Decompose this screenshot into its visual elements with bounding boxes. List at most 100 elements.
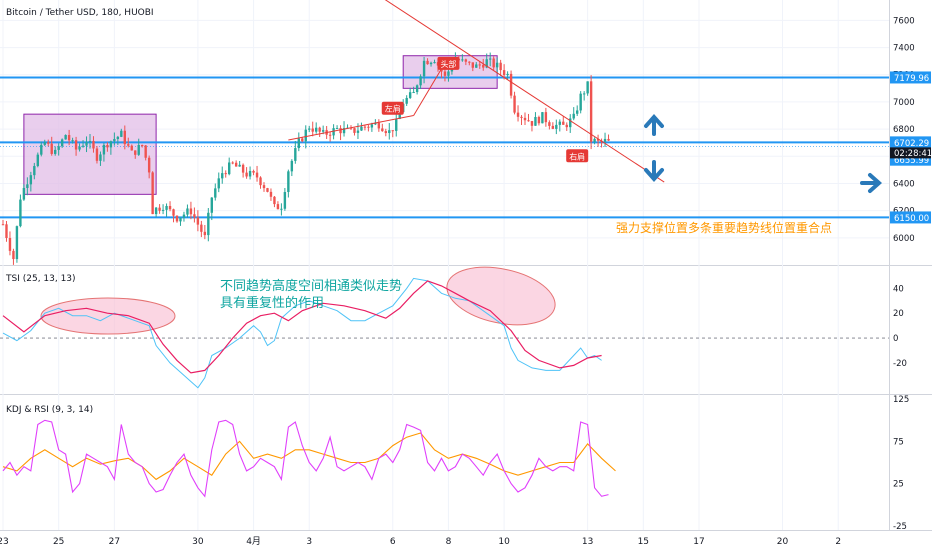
price-tag [890, 136, 931, 149]
candle-body [200, 224, 203, 232]
symbol-title: Bitcoin / Tether USD, 180, HUOBI [6, 8, 154, 18]
candle-body [321, 130, 325, 132]
candle-body [384, 131, 387, 134]
price-tick-label: 6800 [893, 125, 915, 135]
candle-body [579, 93, 582, 111]
candle-body [534, 116, 537, 126]
candle-body [266, 188, 269, 192]
candle-body [26, 184, 29, 188]
candle-body [482, 64, 485, 68]
candle-body [71, 140, 74, 142]
candle-body [210, 197, 213, 213]
time-tick-label: 8 [446, 537, 452, 547]
candle-body [78, 146, 81, 150]
kdj-tick-label: 25 [893, 480, 904, 490]
candle-body [318, 127, 321, 132]
indicator-lines [0, 266, 889, 498]
candle-body [499, 62, 502, 71]
time-tick-label: 25 [53, 537, 64, 547]
candle-body [19, 199, 22, 227]
candle-body [502, 70, 506, 76]
candle-body [363, 126, 367, 128]
pattern-label: 右肩 [569, 151, 585, 161]
candle-body [495, 62, 499, 68]
candle-body [603, 138, 607, 142]
candle-body [217, 178, 220, 189]
candle-body [422, 60, 426, 77]
candle-body [8, 237, 12, 251]
candle-body [92, 140, 95, 149]
price-tick-label: 7000 [893, 98, 915, 108]
highlight-ellipse [40, 297, 176, 335]
candle-body [228, 162, 231, 175]
candle-body [353, 128, 356, 133]
candle-body [332, 128, 335, 136]
candle-body [377, 122, 381, 129]
rsi-line [2, 419, 609, 498]
candle-body [328, 134, 332, 136]
time-tick-label: 3 [306, 537, 312, 547]
candle-body [141, 144, 144, 146]
candle-body [447, 71, 450, 76]
time-axis[interactable]: 23 25 27 30 4月 3 6 8 10 13 15 17 20 2 [0, 536, 841, 547]
arrow-right-icon [860, 173, 883, 193]
candle-body [40, 144, 43, 155]
time-tick-label: 15 [638, 537, 649, 547]
price-tag-label: 6655.99 [894, 156, 929, 166]
candle-body [468, 61, 471, 63]
tsi-annotation-line1: 不同趋势高度空间相通类似走势 [220, 278, 402, 294]
candle-body [127, 144, 130, 146]
candle-body [144, 145, 147, 158]
tsi-title: TSI (25, 13, 13) [5, 274, 76, 284]
kdj-tick-label: -25 [893, 522, 907, 532]
candle-body [224, 173, 227, 175]
price-tag [890, 71, 931, 84]
candle-body [165, 205, 168, 210]
candle-body [74, 140, 78, 150]
candle-body [381, 128, 384, 132]
candle-body [234, 162, 238, 167]
candlesticks[interactable] [1, 52, 610, 265]
candle-body [172, 209, 175, 216]
candle-body [475, 64, 478, 68]
candle-body [67, 135, 71, 141]
candle-body [572, 113, 575, 119]
time-tick-label: 2 [835, 537, 841, 547]
candle-body [551, 125, 555, 129]
candle-body [308, 128, 311, 130]
trendline [384, 0, 665, 183]
candle-body [516, 112, 520, 117]
candle-body [161, 209, 165, 211]
tsi-line [2, 280, 602, 374]
candle-body [36, 154, 39, 167]
price-tick-label: 6000 [893, 234, 915, 244]
candle-body [287, 171, 290, 193]
candle-body [60, 139, 64, 147]
candle-body [544, 112, 548, 123]
pattern-label-tag [381, 101, 404, 115]
countdown-tag [890, 147, 931, 159]
candle-body [12, 250, 15, 260]
tsi-tick-label: 40 [893, 284, 904, 294]
candle-body [47, 142, 50, 144]
candle-body [88, 140, 92, 143]
price-axis[interactable]: 600062006400660068007000720074007600-200… [890, 16, 932, 532]
candle-body [586, 81, 589, 94]
candle-body [506, 73, 509, 76]
candle-body [123, 130, 126, 145]
candle-body [179, 217, 182, 222]
price-tag-label: 7179.96 [894, 74, 929, 84]
price-tick-label: 7600 [893, 16, 915, 26]
kdj-title: KDJ & RSI (9, 3, 14) [6, 405, 93, 415]
candle-body [408, 92, 412, 98]
candle-body [342, 128, 346, 134]
candle-body [95, 148, 99, 161]
candle-body [102, 144, 106, 155]
candle-body [147, 157, 151, 173]
candle-body [5, 224, 8, 238]
candle-body [562, 121, 565, 125]
candle-body [273, 196, 276, 205]
candle-body [398, 112, 401, 119]
candle-body [596, 138, 600, 141]
